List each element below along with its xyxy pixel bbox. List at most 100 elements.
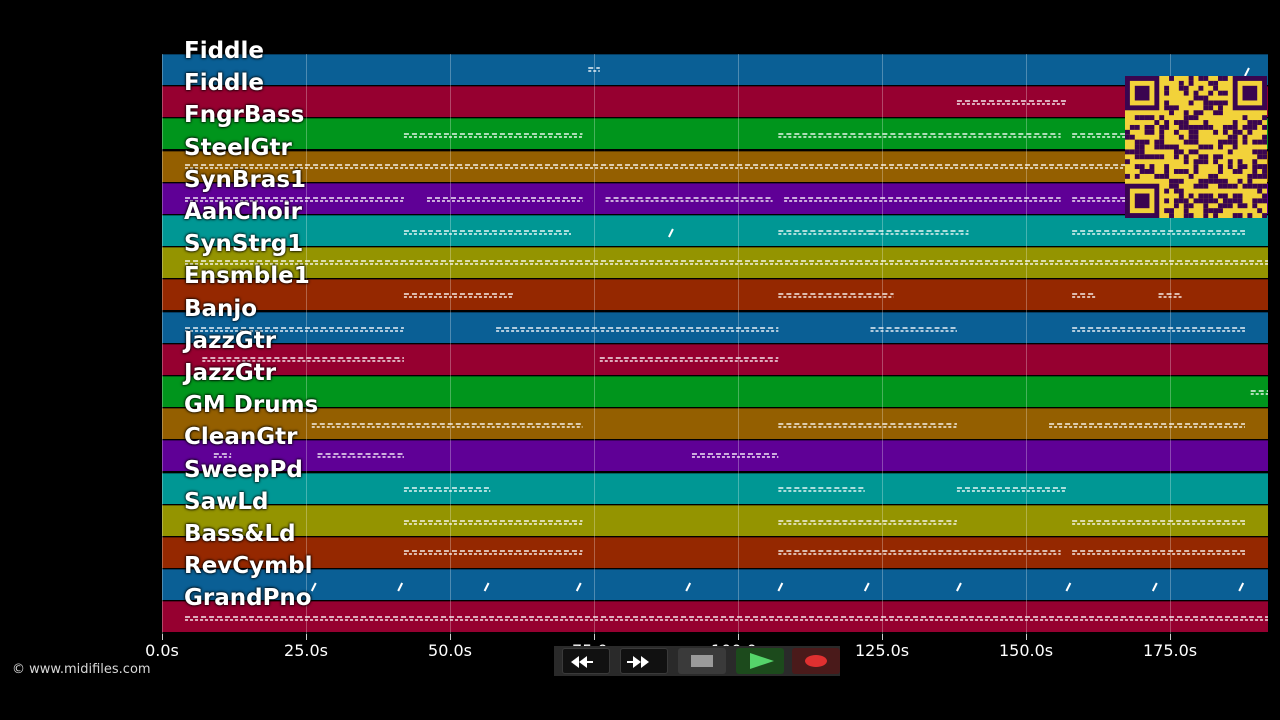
track-notes <box>403 293 1182 299</box>
qr-code-graphic <box>1125 76 1267 218</box>
track-lane <box>162 440 1268 472</box>
note-segment <box>310 582 317 592</box>
track-lane <box>162 279 1268 311</box>
note-segment <box>403 133 583 139</box>
time-gridline <box>450 54 452 634</box>
note-segment <box>403 293 514 299</box>
note-segment <box>397 582 404 592</box>
track-label: SteelGtr <box>184 134 292 161</box>
track-lane <box>162 601 1268 633</box>
note-segment <box>870 326 957 332</box>
track-lane <box>162 118 1268 150</box>
play-icon <box>750 653 774 669</box>
track-lane <box>162 376 1268 407</box>
track-lane <box>162 408 1268 440</box>
note-segment <box>691 453 779 459</box>
track-notes <box>403 486 1067 492</box>
note-segment <box>1072 550 1245 555</box>
axis-tick <box>306 634 307 640</box>
axis-tick <box>1026 634 1028 640</box>
stop-button[interactable] <box>678 648 726 674</box>
axis-tick-label: 150.0s <box>998 641 1054 660</box>
note-segment <box>605 196 773 202</box>
note-segment <box>496 326 779 332</box>
track-label: JazzGtr <box>184 327 277 354</box>
note-segment <box>185 163 1245 169</box>
track-lane <box>162 54 1268 85</box>
note-segment <box>403 519 583 525</box>
track-label: CleanGtr <box>184 424 298 451</box>
note-segment <box>685 582 692 592</box>
note-segment <box>403 550 583 555</box>
track-label: SawLd <box>184 488 269 515</box>
note-segment <box>575 582 582 592</box>
note-segment <box>403 486 491 492</box>
track-notes <box>185 196 1245 202</box>
record-button[interactable] <box>792 648 840 674</box>
track-label: FngrBass <box>184 102 305 129</box>
note-segment <box>1065 582 1072 592</box>
time-gridline <box>306 54 307 634</box>
track-lane <box>162 215 1268 246</box>
track-notes <box>185 326 1245 332</box>
rewind-icon <box>571 656 593 668</box>
note-segment <box>311 423 583 428</box>
axis-tick-label: 25.0s <box>284 641 328 660</box>
track-notes <box>588 67 1250 77</box>
track-label: GM Drums <box>184 392 319 419</box>
piano-roll <box>162 54 1268 634</box>
play-button[interactable] <box>736 648 784 674</box>
note-segment <box>778 230 871 235</box>
fast-forward-icon <box>627 656 649 668</box>
track-label: RevCymbl <box>184 553 313 580</box>
track-notes <box>403 519 1245 525</box>
track-notes <box>185 163 1245 169</box>
time-gridline <box>162 54 163 634</box>
note-segment <box>403 230 571 235</box>
axis-tick <box>162 634 163 640</box>
stop-icon <box>691 655 713 667</box>
track-notes <box>1250 390 1268 395</box>
transport-controls <box>554 646 840 676</box>
note-segment <box>777 582 784 592</box>
note-segment <box>1238 582 1245 592</box>
track-label: Bass&Ld <box>184 521 296 547</box>
track-lane <box>162 247 1268 279</box>
track-notes <box>185 260 1268 265</box>
note-segment <box>185 326 404 332</box>
track-notes <box>403 228 1245 238</box>
note-segment <box>426 196 583 202</box>
copyright-text: © www.midifiles.com <box>12 662 151 677</box>
track-lane <box>162 537 1268 568</box>
note-segment <box>870 230 969 235</box>
track-label: AahChoir <box>184 199 302 225</box>
track-notes <box>403 550 1245 555</box>
time-gridline <box>738 54 740 634</box>
axis-tick <box>738 634 740 640</box>
note-segment <box>778 423 957 428</box>
time-gridline <box>594 54 596 634</box>
axis-tick <box>450 634 452 640</box>
track-lane <box>162 311 1268 343</box>
track-lane <box>162 569 1268 601</box>
note-segment <box>1151 582 1158 592</box>
track-lane <box>162 182 1268 214</box>
axis-tick <box>882 634 884 640</box>
note-segment <box>185 196 404 202</box>
track-notes <box>185 616 1268 622</box>
note-segment <box>185 616 1268 622</box>
note-segment <box>1072 519 1245 525</box>
rewind-button[interactable] <box>562 648 610 674</box>
track-lane <box>162 504 1268 536</box>
track-notes <box>956 100 1067 105</box>
note-segment <box>1158 293 1182 299</box>
track-label: SweepPd <box>184 456 303 483</box>
track-label: GrandPno <box>184 585 312 612</box>
note-segment <box>784 196 1061 202</box>
note-segment <box>778 486 865 492</box>
track-notes <box>202 356 779 362</box>
track-label: SynBras1 <box>184 166 307 193</box>
note-segment <box>956 582 962 592</box>
fast-forward-button[interactable] <box>620 648 668 674</box>
